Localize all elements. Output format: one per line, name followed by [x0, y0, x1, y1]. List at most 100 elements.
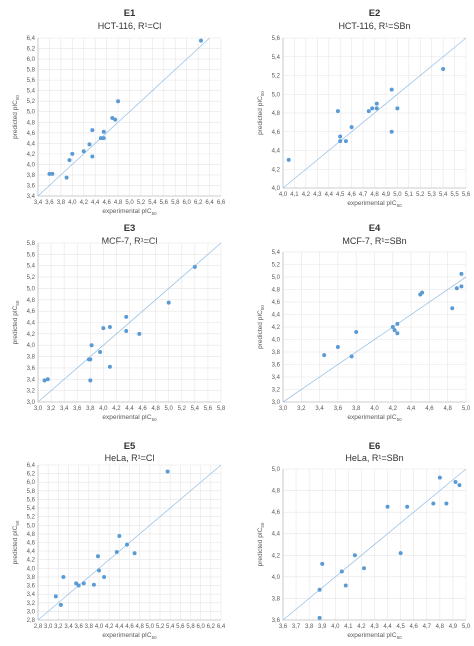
x-tick-label: 2,8 — [34, 624, 43, 630]
data-point — [335, 345, 340, 349]
data-point — [374, 106, 379, 111]
y-tick-label: 5,0 — [272, 467, 281, 473]
y-tick-label: 5,0 — [272, 275, 281, 281]
x-tick-label: 6,6 — [217, 200, 226, 206]
x-tick-label: 5,8 — [186, 624, 195, 630]
x-tick-label: 4,4 — [91, 200, 100, 206]
y-tick-label: 3,2 — [27, 601, 36, 607]
x-tick-label: 4,2 — [80, 200, 89, 206]
x-tick-label: 4,0 — [370, 406, 379, 412]
data-point — [113, 117, 118, 122]
x-tick-label: 3,8 — [305, 624, 314, 630]
x-tick-label: 4,0 — [99, 406, 108, 412]
data-point — [101, 136, 106, 141]
x-tick-label: 4,2 — [357, 624, 366, 630]
identity-line — [37, 242, 222, 403]
x-tick-label: 5,3 — [428, 192, 437, 198]
data-point — [95, 554, 100, 559]
data-point — [81, 149, 86, 154]
y-tick-label: 4,4 — [27, 549, 36, 555]
data-point — [50, 171, 55, 176]
data-point — [89, 343, 94, 348]
data-point — [374, 101, 379, 106]
y-tick-label: 3,4 — [27, 592, 36, 598]
y-axis-label: predicted pIC50 — [257, 91, 265, 135]
data-point — [339, 569, 344, 574]
y-tick-label: 6,4 — [27, 463, 36, 469]
x-tick-label: 3,0 — [279, 406, 288, 412]
data-point — [64, 175, 69, 180]
x-tick-label: 4,0 — [95, 624, 104, 630]
data-point — [343, 139, 348, 144]
data-point — [405, 504, 410, 509]
y-tick-label: 5,0 — [27, 286, 36, 292]
y-tick-label: 4,8 — [272, 111, 281, 117]
x-tick-label: 5,1 — [405, 192, 414, 198]
y-tick-label: 4,8 — [27, 298, 36, 304]
data-point — [349, 354, 354, 359]
y-tick-label: 5,8 — [27, 68, 36, 74]
data-point — [53, 594, 58, 599]
x-tick-label: 4,6 — [125, 624, 134, 630]
y-tick-label: 5,4 — [27, 264, 36, 270]
y-tick-label: 5,4 — [272, 55, 281, 61]
y-tick-label: 3,4 — [272, 375, 281, 381]
identity-line — [282, 276, 467, 403]
y-tick-label: 4,6 — [27, 541, 36, 547]
y-tick-label: 3,6 — [27, 183, 36, 189]
chart-title: E4 — [369, 223, 381, 234]
data-point — [42, 378, 47, 383]
x-tick-label: 3,6 — [73, 406, 82, 412]
chart-subtitle: HeLa, R¹=SBn — [345, 453, 403, 463]
y-tick-label: 5,2 — [272, 74, 281, 80]
x-axis-label: experimental pIC50 — [102, 414, 157, 422]
x-tick-label: 5,5 — [450, 192, 459, 198]
y-tick-label: 3,6 — [272, 618, 281, 624]
data-point — [352, 553, 357, 558]
x-tick-label: 4,2 — [105, 624, 114, 630]
data-point — [338, 134, 343, 139]
data-point — [390, 325, 395, 329]
y-tick-label: 5,6 — [272, 36, 281, 42]
x-tick-label: 6,4 — [205, 200, 214, 206]
chart-e4: E4 MCF-7, R¹=SBn 3,0 3,2 3,4 3,6 3,8 4,0 4,2 4,4 4… — [257, 223, 471, 422]
x-tick-label: 5,0 — [165, 406, 174, 412]
x-tick-label: 4,0 — [68, 200, 77, 206]
y-tick-label: 4,2 — [27, 558, 36, 564]
data-point — [97, 568, 101, 573]
data-point — [454, 286, 459, 291]
data-point — [420, 290, 425, 295]
x-tick-label: 4,6 — [138, 406, 147, 412]
y-tick-label: 4,6 — [272, 130, 281, 136]
data-point — [61, 574, 66, 579]
y-tick-label: 3,6 — [27, 366, 36, 372]
chart-title: E1 — [124, 8, 136, 19]
y-tick-label: 3,4 — [27, 194, 36, 200]
y-tick-label: 4,6 — [272, 300, 281, 306]
x-tick-label: 4,0 — [331, 624, 340, 630]
chart-subtitle: HeLa, R¹=Cl — [105, 453, 155, 463]
data-point — [102, 574, 107, 579]
x-tick-label: 5,0 — [462, 406, 471, 412]
data-point — [198, 38, 203, 43]
y-tick-label: 4,2 — [272, 553, 281, 559]
data-point — [90, 128, 95, 133]
x-axis-label: experimental pIC50 — [347, 414, 402, 422]
y-tick-label: 4,0 — [27, 162, 36, 168]
x-tick-label: 4,7 — [359, 192, 368, 198]
chart-title: E2 — [369, 8, 381, 19]
y-tick-label: 3,0 — [27, 609, 36, 615]
x-tick-label: 4,8 — [135, 624, 144, 630]
data-point — [385, 504, 390, 509]
y-tick-label: 3,0 — [27, 400, 36, 406]
y-tick-label: 4,4 — [272, 313, 281, 319]
x-axis-label: experimental pIC50 — [102, 632, 157, 640]
data-point — [90, 154, 95, 159]
y-axis-label: predicted pIC50 — [12, 300, 20, 344]
y-tick-label: 5,2 — [27, 99, 36, 105]
y-tick-label: 4,8 — [27, 532, 36, 538]
y-tick-label: 4,4 — [27, 321, 36, 327]
x-tick-label: 5,2 — [156, 624, 165, 630]
